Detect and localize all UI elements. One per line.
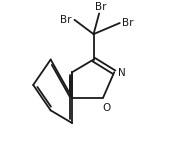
Text: Br: Br	[60, 15, 71, 25]
Text: O: O	[102, 103, 111, 113]
Text: Br: Br	[95, 2, 106, 12]
Text: N: N	[118, 68, 126, 78]
Text: Br: Br	[122, 18, 134, 28]
